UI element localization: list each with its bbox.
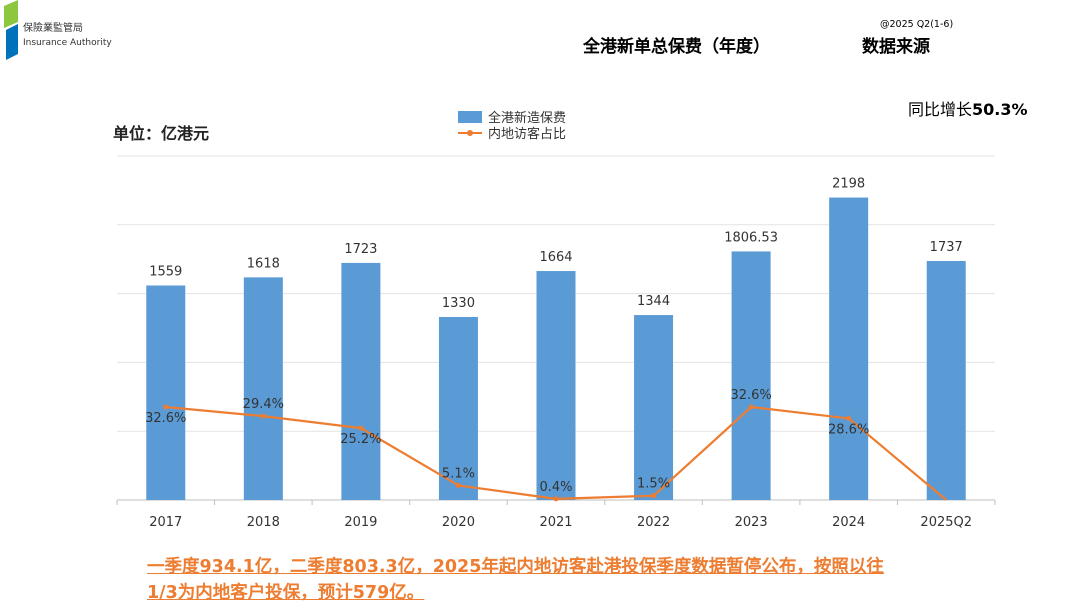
line-value-label: 29.4% [243, 397, 284, 412]
bar-2022 [634, 315, 674, 500]
unit-label: 单位：亿港元 [113, 124, 210, 143]
x-tick-label: 2017 [149, 515, 182, 530]
logo-green-shape [4, 0, 18, 28]
x-tick-label: 2022 [637, 515, 670, 530]
bar-value-label: 1664 [539, 250, 572, 265]
chart-legend: 全港新造保费 内地访客占比 [458, 110, 566, 142]
period-label: @2025 Q2(1-6) [880, 19, 954, 30]
line-point-2020 [455, 482, 461, 488]
logo-cn-text: 保險業監管局 [23, 21, 83, 34]
data-source-label: 数据来源 [862, 37, 930, 57]
line-value-label: 25.2% [340, 432, 381, 447]
legend-line-marker [467, 130, 473, 136]
bar-value-label: 1330 [442, 296, 475, 311]
footnote: 一季度934.1亿，二季度803.3亿，2025年起内地访客赴港投保季度数据暂停… [147, 554, 1027, 606]
line-point-2023 [748, 404, 754, 410]
insurance-authority-logo: 保險業監管局 Insurance Authority [4, 0, 112, 60]
line-value-label: 32.6% [730, 388, 771, 403]
bar-value-label: 1806.53 [724, 230, 778, 245]
bar-2020 [438, 316, 478, 500]
yoy-value: 50.3% [972, 100, 1028, 119]
line-point-2022 [651, 493, 657, 499]
x-tick-label: 2025Q2 [920, 515, 972, 530]
bar-2021 [536, 271, 576, 500]
line-series [163, 404, 947, 502]
logo-en-text: Insurance Authority [23, 38, 112, 48]
bar-value-label: 1344 [637, 294, 670, 309]
x-tick-label: 2024 [832, 515, 865, 530]
bar-value-label: 1737 [930, 240, 963, 255]
logo-blue-shape [6, 24, 18, 60]
x-tick-label: 2018 [247, 515, 280, 530]
bar-value-label: 1618 [247, 256, 280, 271]
bar-value-label: 2198 [832, 177, 865, 192]
footnote-line-1: 一季度934.1亿，二季度803.3亿，2025年起内地访客赴港投保季度数据暂停… [147, 557, 884, 577]
line-value-label: 1.5% [637, 477, 670, 492]
legend-bar-swatch [458, 111, 482, 123]
x-tick-label: 2020 [442, 515, 475, 530]
bar-2018 [243, 277, 283, 500]
bar-2025Q2 [926, 260, 966, 500]
line-value-label: 5.1% [442, 466, 475, 481]
page-title: 全港新单总保费（年度） [583, 37, 770, 57]
x-tick-label: 2019 [344, 515, 377, 530]
yoy-growth: 同比增长50.3% [908, 96, 1028, 120]
bar-value-label: 1723 [344, 242, 377, 257]
bar-value-label: 1559 [149, 264, 182, 279]
bar-2023 [731, 251, 771, 500]
bar-2024 [829, 197, 869, 500]
x-tick-label: 2023 [735, 515, 768, 530]
bar-2017 [146, 285, 186, 500]
line-value-label: 0.4% [539, 480, 572, 495]
bar-series [146, 197, 966, 500]
line-value-label: 32.6% [145, 411, 186, 426]
line-value-label: 28.6% [828, 422, 869, 437]
footnote-line-2: 1/3为内地客户投保，预计579亿。 [147, 583, 425, 603]
yoy-label: 同比增长 [908, 100, 973, 119]
line-point-2018 [260, 413, 266, 419]
line-point-2019 [358, 425, 364, 431]
chart-labels: 1559 1618 1723 1330 1664 1344 1806.53 2198 1737 2… [145, 177, 972, 530]
legend-bar-label: 全港新造保费 [488, 110, 566, 126]
line-point-2021 [553, 496, 559, 502]
bar-2019 [341, 262, 381, 500]
x-tick-label: 2021 [539, 515, 572, 530]
line-point-2017 [163, 404, 169, 410]
line-point-2024 [846, 415, 852, 421]
legend-line-label: 内地访客占比 [488, 126, 566, 142]
